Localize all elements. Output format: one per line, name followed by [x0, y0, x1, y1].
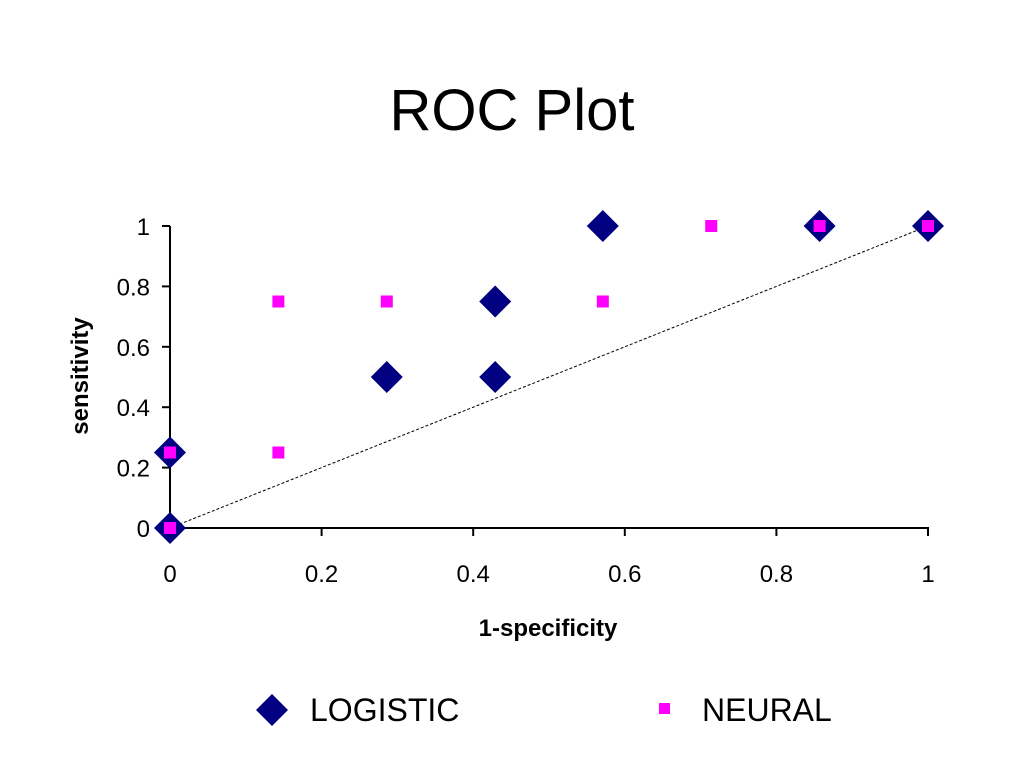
data-point-logistic	[479, 361, 512, 393]
chart-title: ROC Plot	[390, 78, 635, 143]
legend-marker-logistic	[256, 694, 288, 726]
axes-layer	[169, 226, 929, 529]
y-tick-label: 0.8	[117, 274, 150, 301]
data-point-logistic	[479, 285, 512, 318]
data-point-neural	[272, 295, 285, 308]
x-axis-label: 1-specificity	[479, 615, 618, 642]
data-point-neural	[813, 220, 826, 232]
x-tick-label: 0.6	[608, 561, 641, 588]
y-tick-label: 0.4	[117, 395, 150, 422]
data-point-neural	[705, 220, 718, 232]
legend-label-neural: NEURAL	[702, 692, 832, 728]
data-point-logistic	[370, 361, 403, 393]
legend-marker-neural	[659, 703, 670, 714]
y-tick-label: 0.6	[117, 335, 150, 362]
legend-label-logistic: LOGISTIC	[310, 692, 459, 728]
legend-item-neural: NEURAL	[659, 692, 832, 728]
data-point-neural	[272, 446, 285, 459]
data-point-neural	[164, 446, 176, 459]
y-tick-label: 1	[137, 214, 150, 241]
legend: LOGISTIC NEURAL	[256, 692, 832, 728]
legend-item-logistic: LOGISTIC	[256, 692, 459, 728]
y-axis-label: sensitivity	[67, 317, 94, 435]
reference-diagonal-line	[169, 225, 929, 529]
reference-line-layer	[169, 225, 929, 529]
x-tick-label: 0	[163, 561, 176, 588]
y-tick-label: 0.2	[117, 456, 150, 483]
data-point-neural	[380, 295, 393, 308]
data-point-neural	[922, 220, 934, 232]
x-tick-label: 0.2	[305, 561, 338, 588]
ticks-layer: 0 0.2 0.4 0.6 0.8 1 0 0.2 0.4 0.6 0.8 1	[117, 214, 935, 588]
data-point-neural	[164, 522, 176, 534]
x-tick-label: 0.4	[457, 561, 490, 588]
y-tick-label: 0	[137, 516, 150, 543]
x-tick-label: 0.8	[760, 561, 793, 588]
points-layer	[154, 210, 944, 544]
data-point-logistic	[586, 210, 619, 242]
x-tick-label: 1	[921, 561, 934, 588]
data-point-neural	[596, 295, 609, 308]
